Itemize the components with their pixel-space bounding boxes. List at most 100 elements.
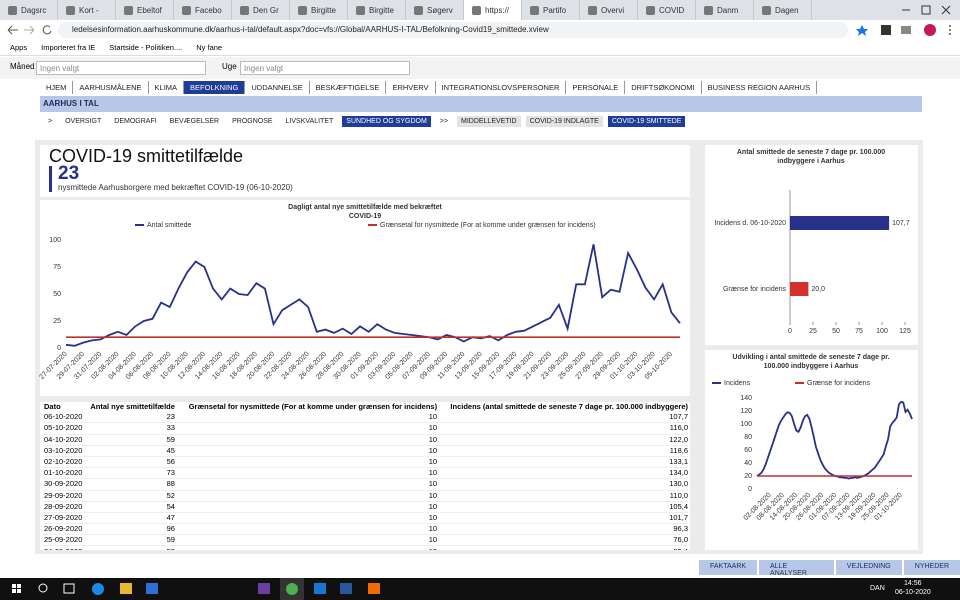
subnav-item[interactable]: MIDDELLEVETID: [456, 115, 521, 127]
table-row: 27-09-2020 47 10 101,7: [43, 512, 689, 525]
tab[interactable]: Overvi: [580, 0, 638, 20]
table-cell: 122,0: [438, 434, 689, 446]
x-tick-label: 125: [899, 328, 911, 335]
footer-button[interactable]: FAKTAARK: [699, 560, 758, 575]
tab[interactable]: COVID: [638, 0, 696, 20]
table-cell: 65,4: [438, 545, 689, 550]
tab-icon: [588, 5, 597, 15]
y-tick-label: 50: [53, 291, 61, 298]
tab[interactable]: Facebo: [174, 0, 232, 20]
table-cell: 10: [175, 523, 439, 536]
subnav-item[interactable]: >: [48, 117, 53, 125]
nav-item[interactable]: DRIFTSØKONOMI: [625, 80, 702, 94]
nav-item[interactable]: AARHUSMÅLENE: [73, 80, 149, 94]
nav-item[interactable]: BEFOLKNING: [184, 80, 246, 94]
table-cell: 76,0: [438, 534, 689, 547]
table-cell: 118,6: [438, 445, 689, 457]
tab-title: https://: [485, 5, 510, 15]
url-field[interactable]: ledelsesinformation.aarhuskommune.dk/aar…: [58, 22, 848, 38]
nav-item[interactable]: INTEGRATIONSLOVSPERSONER: [436, 80, 567, 94]
table-cell: 116,0: [438, 422, 689, 435]
tab[interactable]: Birgitte: [348, 0, 406, 20]
subnav-item[interactable]: DEMOGRAFI: [114, 117, 157, 125]
tab-title: Partifo: [543, 5, 567, 15]
table-row: 24-09-2020591065,4: [43, 545, 689, 550]
nav-item[interactable]: KLIMA: [149, 80, 185, 94]
page-title: COVID-19 smittetilfælde: [49, 146, 244, 166]
tab-title: Ebeltof: [137, 5, 162, 15]
y-tick-label: 0: [57, 345, 61, 352]
tab[interactable]: Dagen: [754, 0, 812, 20]
tab-bar: Dagsrc Kort - Ebeltof Facebo Den Gr Birgitte B…: [0, 0, 960, 20]
subnav-item[interactable]: OVERSIGT: [65, 117, 102, 125]
table-cell: 134,0: [438, 467, 689, 480]
table-row: 30-09-2020 88 10 130,0: [43, 478, 689, 491]
table-cell: 01-10-2020: [43, 467, 86, 480]
y-tick-label: 0: [748, 486, 752, 493]
table-cell: 107,7: [438, 412, 689, 424]
bookmark[interactable]: Apps: [10, 43, 28, 52]
footer-button[interactable]: NYHEDER: [903, 560, 960, 575]
table-cell: 10: [175, 534, 439, 547]
tab[interactable]: Søgerv: [406, 0, 464, 20]
language: DAN: [870, 585, 885, 592]
subnav-item[interactable]: >>: [439, 117, 448, 125]
nav-buttons[interactable]: [4, 22, 56, 38]
filter-label: Uge: [222, 62, 237, 71]
tab-icon: [472, 5, 481, 15]
subnav-item[interactable]: COVID-19 SMITTEDE: [607, 115, 686, 127]
tab[interactable]: Dagsrc: [0, 0, 58, 20]
dropdown[interactable]: Ingen valgt: [240, 61, 410, 75]
nav-item[interactable]: UDDANNELSE: [245, 80, 310, 94]
table-cell: 03-10-2020: [43, 445, 86, 457]
table-row: 01-10-2020 73 10 134,0: [43, 467, 689, 480]
y-tick-label: 100: [740, 421, 752, 428]
main-nav: HJEM AARHUSMÅLENE KLIMA BEFOLKNING UDDANNELS…: [40, 80, 818, 94]
subnav-item[interactable]: SUNDHED OG SYGDOM: [342, 115, 431, 127]
tab-icon: [240, 5, 249, 15]
tab-title: Dagsrc: [21, 5, 47, 15]
tab-icon: [66, 5, 75, 15]
tab[interactable]: Birgitte: [290, 0, 348, 20]
dropdown[interactable]: Ingen valgt: [36, 61, 206, 75]
subnav-item[interactable]: COVID-19 INDLAGTE: [525, 115, 603, 127]
bookmark[interactable]: Ny fane: [196, 43, 223, 52]
footer-button[interactable]: VEJLEDNING: [835, 560, 902, 575]
nav-item[interactable]: HJEM: [40, 80, 74, 94]
table-row: 26-09-2020 96 10 96,3: [43, 523, 689, 536]
nav-item[interactable]: BESKÆFTIGELSE: [310, 80, 387, 94]
tab-title: Birgitte: [311, 5, 336, 15]
nav-item[interactable]: ERHVERV: [386, 80, 436, 94]
tab[interactable]: Den Gr: [232, 0, 290, 20]
toolbar-icons[interactable]: [855, 22, 960, 38]
count: 23: [58, 163, 80, 184]
tab[interactable]: https://: [464, 0, 522, 20]
nav-item[interactable]: PERSONALE: [566, 80, 626, 94]
subnav-item[interactable]: LIVSKVALITET: [285, 117, 334, 125]
tab-title: Søgerv: [427, 5, 453, 15]
nav-item[interactable]: BUSINESS REGION AARHUS: [702, 80, 818, 94]
tab[interactable]: Partifo: [522, 0, 580, 20]
column-header: Incidens (antal smittede de seneste 7 da…: [450, 402, 688, 412]
filter-bar: Måned Ingen valgt Uge Ingen valgt: [0, 57, 960, 79]
table-cell: 10: [175, 422, 439, 435]
table-cell: 130,0: [438, 478, 689, 491]
table-cell: 10: [175, 456, 439, 469]
taskbar-icons[interactable]: [0, 578, 400, 600]
window-controls[interactable]: [896, 2, 960, 18]
category-label: Incidens d. 06-10-2020: [714, 220, 786, 227]
tab[interactable]: Danm: [696, 0, 754, 20]
bookmark[interactable]: Importeret fra IE: [41, 43, 96, 52]
subnav-item[interactable]: BEVÆGELSER: [169, 117, 220, 125]
table-cell: 26-09-2020: [43, 523, 86, 536]
tab[interactable]: Kort -: [58, 0, 116, 20]
table-row: 06-10-2020 23 10 107,7: [43, 412, 689, 424]
tab-title: Den Gr: [253, 5, 279, 15]
table-cell: 10: [175, 434, 439, 446]
footer-button[interactable]: ALLE ANALYSER: [759, 560, 834, 577]
clock-time: 14:56: [904, 580, 922, 587]
bookmark[interactable]: Startside - Politiken....: [109, 43, 183, 52]
tab[interactable]: Ebeltof: [116, 0, 174, 20]
subnav-item[interactable]: PROGNOSE: [232, 117, 273, 125]
